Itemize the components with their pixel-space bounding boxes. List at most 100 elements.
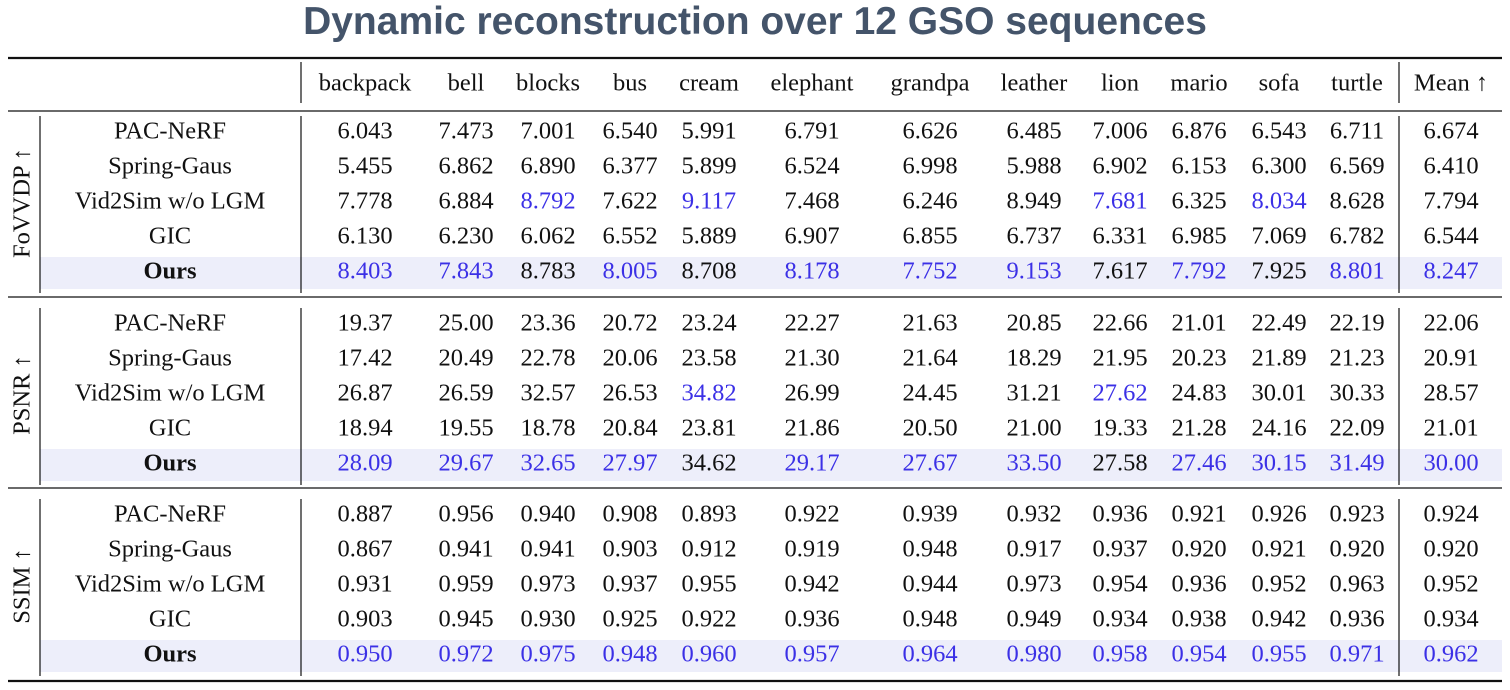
table-cell: 5.899: [681, 153, 736, 180]
table-cell: 19.55: [438, 415, 493, 442]
table-cell: 21.89: [1251, 345, 1306, 372]
table-cell: 8.628: [1329, 188, 1384, 215]
table-cell: 0.964: [902, 641, 957, 668]
method-name: GIC: [149, 223, 191, 250]
table-cell: 24.16: [1251, 415, 1306, 442]
table-cell: 7.681: [1092, 188, 1147, 215]
table-cell: 0.942: [1251, 606, 1306, 633]
column-header: blocks: [516, 70, 580, 97]
table-cell: 6.985: [1171, 223, 1226, 250]
table-cell: 27.58: [1092, 450, 1147, 477]
table-cell: 0.948: [902, 606, 957, 633]
table-cell: 19.37: [337, 310, 392, 337]
table-cell: 0.945: [438, 606, 493, 633]
table-cell: 0.912: [681, 536, 736, 563]
table-cell: 0.936: [1171, 571, 1226, 598]
table-cell: 20.50: [902, 415, 957, 442]
table-cell: 0.973: [520, 571, 575, 598]
table-cell: 22.19: [1329, 310, 1384, 337]
table-cell: 26.59: [438, 380, 493, 407]
table-cell: 0.972: [438, 641, 493, 668]
table-cell: 21.64: [902, 345, 957, 372]
table-cell: 30.33: [1329, 380, 1384, 407]
method-name: PAC-NeRF: [114, 310, 226, 337]
table-cell: 24.45: [902, 380, 957, 407]
method-name: GIC: [149, 415, 191, 442]
table-cell: 6.902: [1092, 153, 1147, 180]
table-cell: 9.117: [682, 188, 736, 215]
table-cell: 0.973: [1006, 571, 1061, 598]
column-header: elephant: [771, 70, 854, 97]
highlight-row-bg: [40, 257, 1502, 289]
table-cell: 17.42: [337, 345, 392, 372]
table-cell: 22.09: [1329, 415, 1384, 442]
table-cell: 0.955: [1251, 641, 1306, 668]
table-cell: 23.36: [520, 310, 575, 337]
table-cell: 6.862: [438, 153, 493, 180]
column-header: mario: [1170, 70, 1227, 97]
table-cell: 34.82: [681, 380, 736, 407]
table-cell: 0.971: [1329, 641, 1384, 668]
table-cell: 0.941: [520, 536, 575, 563]
table-cell: 0.958: [1092, 641, 1147, 668]
column-header: cream: [679, 70, 739, 97]
table-cell: 0.938: [1171, 606, 1226, 633]
table-cell: 0.920: [1423, 536, 1478, 563]
table-cell: 0.954: [1171, 641, 1226, 668]
table-cell: 6.791: [784, 118, 839, 145]
table-cell: 5.991: [681, 118, 736, 145]
table-cell: 5.455: [337, 153, 392, 180]
table-cell: 7.617: [1092, 258, 1147, 285]
table-cell: 6.062: [520, 223, 575, 250]
table-cell: 6.876: [1171, 118, 1226, 145]
table-cell: 0.925: [602, 606, 657, 633]
table-cell: 27.62: [1092, 380, 1147, 407]
table-cell: 20.72: [602, 310, 657, 337]
table-cell: 26.99: [784, 380, 839, 407]
table-cell: 20.23: [1171, 345, 1226, 372]
table-cell: 6.782: [1329, 223, 1384, 250]
table-cell: 23.58: [681, 345, 736, 372]
table-cell: 7.473: [438, 118, 493, 145]
table-cell: 0.941: [438, 536, 493, 563]
metric-label: FoVVDP ↑: [9, 148, 36, 258]
table-cell: 7.778: [337, 188, 392, 215]
table-cell: 0.937: [1092, 536, 1147, 563]
table-cell: 0.948: [602, 641, 657, 668]
table-cell: 6.552: [602, 223, 657, 250]
chart-title: Dynamic reconstruction over 12 GSO seque…: [303, 0, 1207, 43]
highlight-row-bg: [40, 640, 1502, 672]
table-cell: 0.934: [1423, 606, 1478, 633]
table-cell: 18.78: [520, 415, 575, 442]
method-name: Vid2Sim w/o LGM: [75, 188, 266, 215]
table-cell: 6.410: [1423, 153, 1478, 180]
table-cell: 27.46: [1171, 450, 1226, 477]
table-cell: 0.908: [602, 501, 657, 528]
method-name: Vid2Sim w/o LGM: [75, 380, 266, 407]
table-cell: 6.890: [520, 153, 575, 180]
table-cell: 0.922: [681, 606, 736, 633]
table-cell: 30.00: [1423, 450, 1478, 477]
table-cell: 33.50: [1006, 450, 1061, 477]
table-cell: 7.843: [438, 258, 493, 285]
column-header: lion: [1101, 70, 1139, 97]
table-cell: 28.57: [1423, 380, 1478, 407]
table-cell: 0.952: [1251, 571, 1306, 598]
table-cell: 6.855: [902, 223, 957, 250]
table-cell: 6.485: [1006, 118, 1061, 145]
table-cell: 6.524: [784, 153, 839, 180]
table-cell: 26.53: [602, 380, 657, 407]
table-cell: 18.29: [1006, 345, 1061, 372]
column-header: Mean ↑: [1414, 70, 1488, 97]
table-cell: 31.21: [1006, 380, 1061, 407]
table-cell: 0.937: [602, 571, 657, 598]
method-name: PAC-NeRF: [114, 501, 226, 528]
table-cell: 21.30: [784, 345, 839, 372]
table-cell: 0.950: [337, 641, 392, 668]
method-name: PAC-NeRF: [114, 118, 226, 145]
table-cell: 34.62: [681, 450, 736, 477]
method-name: Vid2Sim w/o LGM: [75, 571, 266, 598]
table-cell: 6.325: [1171, 188, 1226, 215]
method-name: Ours: [143, 641, 196, 668]
column-header: backpack: [319, 70, 412, 97]
